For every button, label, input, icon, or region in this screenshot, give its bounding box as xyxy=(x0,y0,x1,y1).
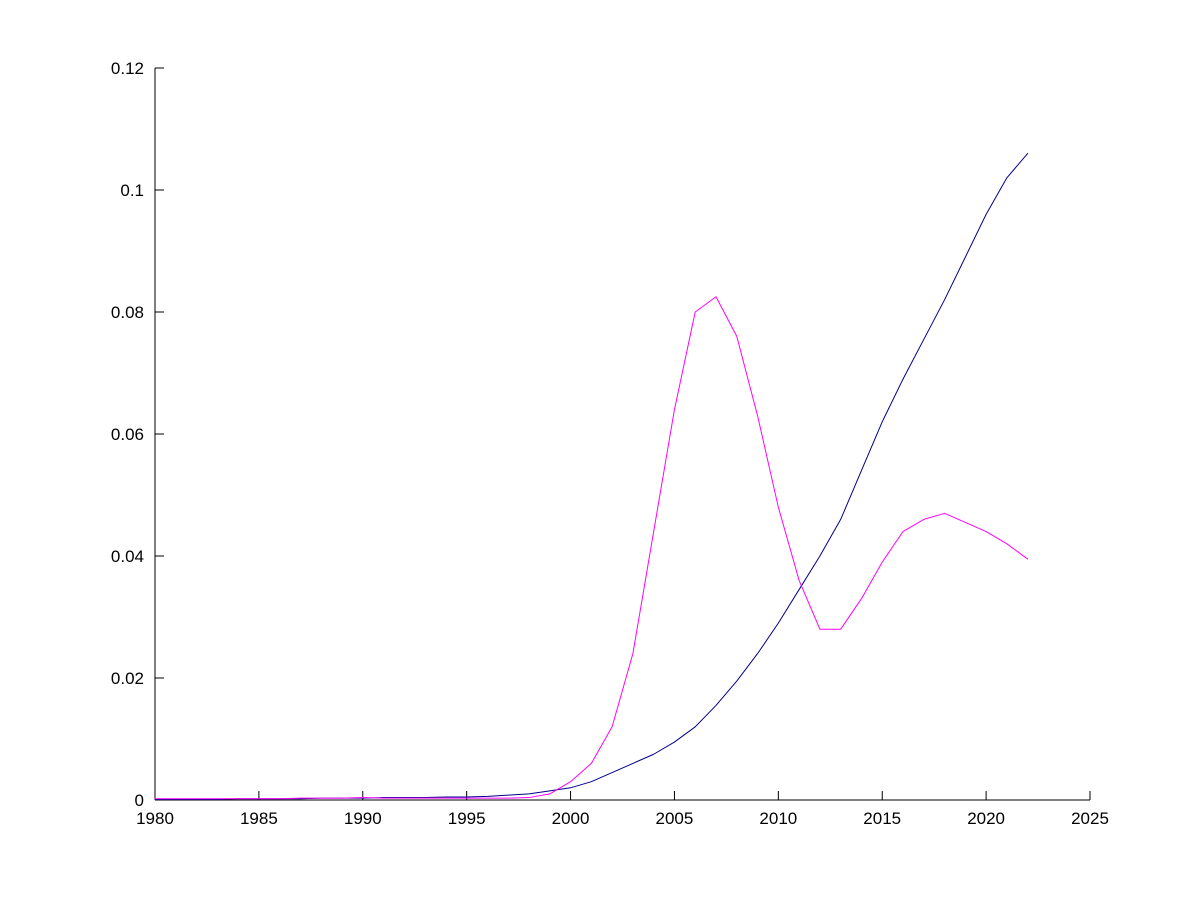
x-tick-label: 1995 xyxy=(448,809,486,828)
x-tick-label: 2025 xyxy=(1071,809,1109,828)
y-tick-label: 0.02 xyxy=(111,669,144,688)
x-tick-label: 2015 xyxy=(863,809,901,828)
y-tick-label: 0 xyxy=(135,791,144,810)
y-tick-label: 0.1 xyxy=(120,181,144,200)
x-tick-label: 1985 xyxy=(240,809,278,828)
x-tick-label: 2020 xyxy=(967,809,1005,828)
y-tick-label: 0.04 xyxy=(111,547,144,566)
x-tick-label: 2010 xyxy=(759,809,797,828)
y-tick-label: 0.12 xyxy=(111,59,144,78)
x-tick-label: 1990 xyxy=(344,809,382,828)
y-tick-label: 0.08 xyxy=(111,303,144,322)
y-tick-label: 0.06 xyxy=(111,425,144,444)
x-tick-label: 2000 xyxy=(552,809,590,828)
x-tick-label: 1980 xyxy=(136,809,174,828)
x-tick-label: 2005 xyxy=(656,809,694,828)
blue-cumulative-series xyxy=(154,152,1029,800)
magenta-annual-series xyxy=(154,296,1029,800)
